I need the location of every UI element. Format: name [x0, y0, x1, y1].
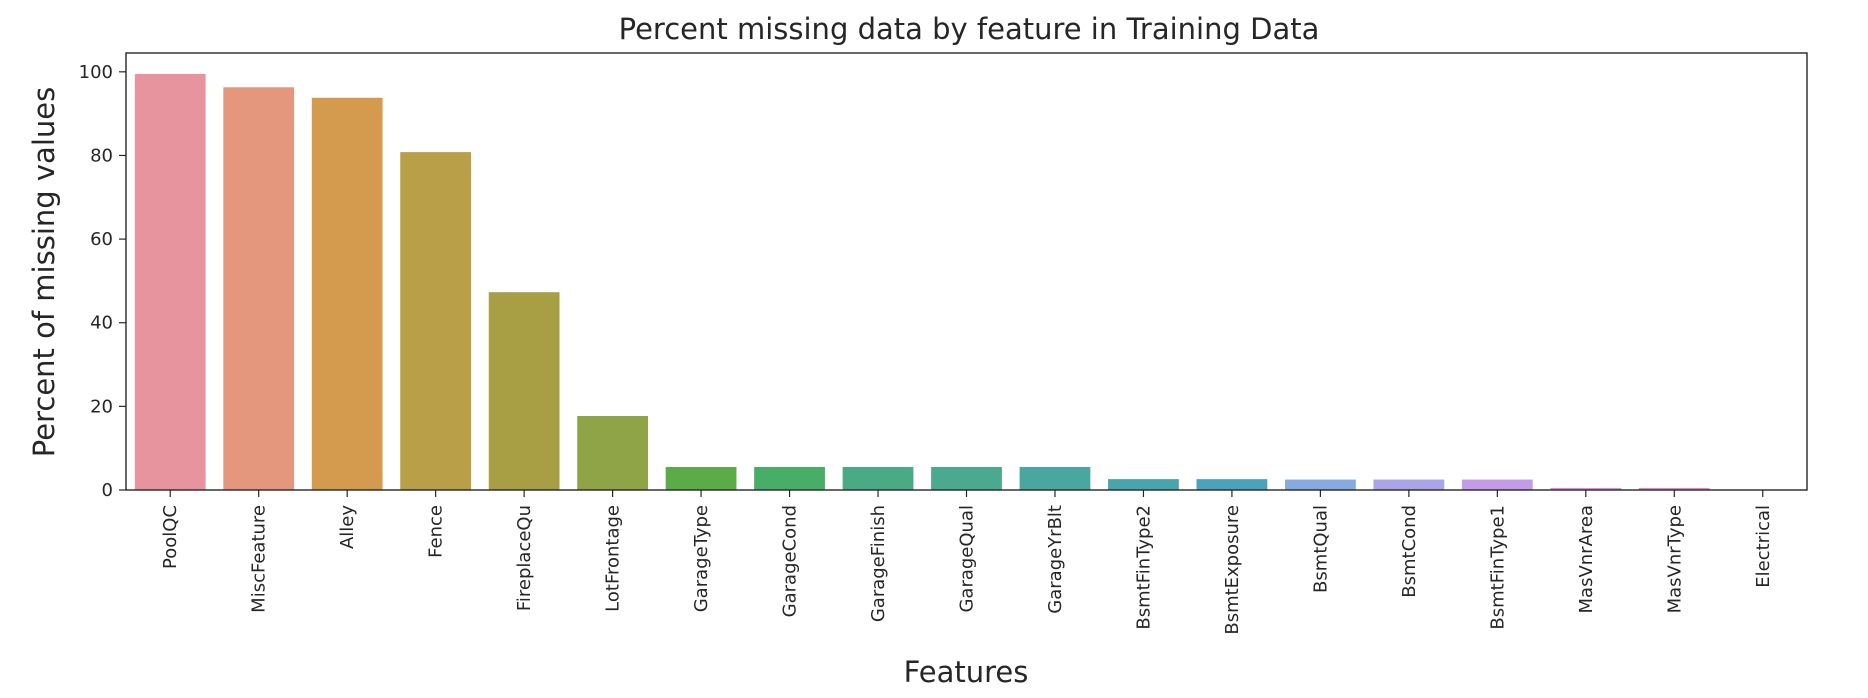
x-tick-label-GarageFinish: GarageFinish: [868, 505, 889, 622]
x-tick-label-Fence: Fence: [426, 505, 447, 558]
bar-GarageYrBlt: [1019, 467, 1091, 490]
y-tick-label-40: 40: [90, 313, 113, 334]
bar-MasVnrType: [1638, 487, 1710, 490]
y-axis: 0 20 40 60 80 100: [79, 62, 126, 501]
x-tick-label-LotFrontage: LotFrontage: [603, 505, 624, 612]
bar-BsmtCond: [1373, 479, 1445, 490]
chart-title: Percent missing data by feature in Train…: [619, 12, 1320, 46]
x-tick-label-BsmtCond: BsmtCond: [1399, 505, 1420, 598]
bar-LotFrontage: [577, 415, 648, 490]
y-axis-label: Percent of missing values: [27, 87, 61, 457]
x-tick-label-Alley: Alley: [337, 505, 358, 549]
x-tick-label-PoolQC: PoolQC: [160, 505, 181, 569]
x-tick-label-MiscFeature: MiscFeature: [249, 505, 270, 613]
bar-BsmtQual: [1285, 479, 1356, 490]
bar-GarageQual: [931, 467, 1002, 490]
bar-BsmtFinType2: [1108, 479, 1179, 490]
x-tick-label-MasVnrArea: MasVnrArea: [1576, 505, 1597, 613]
x-tick-label-GarageCond: GarageCond: [780, 505, 801, 617]
bar-BsmtExposure: [1196, 479, 1268, 490]
x-tick-label-BsmtQual: BsmtQual: [1310, 505, 1331, 593]
x-tick-label-GarageQual: GarageQual: [957, 505, 978, 613]
bar-GarageType: [665, 467, 737, 490]
x-tick-label-FireplaceQu: FireplaceQu: [514, 505, 535, 611]
bar-PoolQC: [134, 73, 206, 490]
x-axis-label: Features: [904, 655, 1029, 689]
bar-FireplaceQu: [488, 292, 560, 490]
y-tick-label-100: 100: [79, 62, 113, 83]
x-tick-label-MasVnrType: MasVnrType: [1664, 505, 1685, 613]
bar-MiscFeature: [223, 87, 295, 490]
x-tick-label-Electrical: Electrical: [1753, 505, 1774, 588]
bar-MasVnrArea: [1550, 487, 1622, 490]
bar-Fence: [400, 152, 472, 491]
x-tick-label-GarageType: GarageType: [691, 505, 712, 612]
bars-group: [134, 73, 1799, 491]
bar-GarageFinish: [842, 467, 914, 490]
y-tick-label-80: 80: [90, 145, 113, 166]
x-tick-label-BsmtFinType2: BsmtFinType2: [1133, 505, 1154, 630]
x-axis: PoolQC MiscFeature Alley Fence FireplaceQu Lo…: [160, 490, 1774, 635]
x-tick-label-BsmtExposure: BsmtExposure: [1222, 505, 1243, 635]
x-tick-label-GarageYrBlt: GarageYrBlt: [1045, 505, 1066, 614]
bar-Alley: [311, 97, 383, 490]
y-tick-label-20: 20: [90, 396, 113, 417]
x-tick-label-BsmtFinType1: BsmtFinType1: [1487, 505, 1508, 630]
y-tick-label-60: 60: [90, 229, 113, 250]
y-tick-label-0: 0: [102, 480, 113, 501]
bar-BsmtFinType1: [1461, 479, 1533, 490]
plot-frame: [125, 52, 1808, 491]
bar-GarageCond: [754, 467, 825, 490]
